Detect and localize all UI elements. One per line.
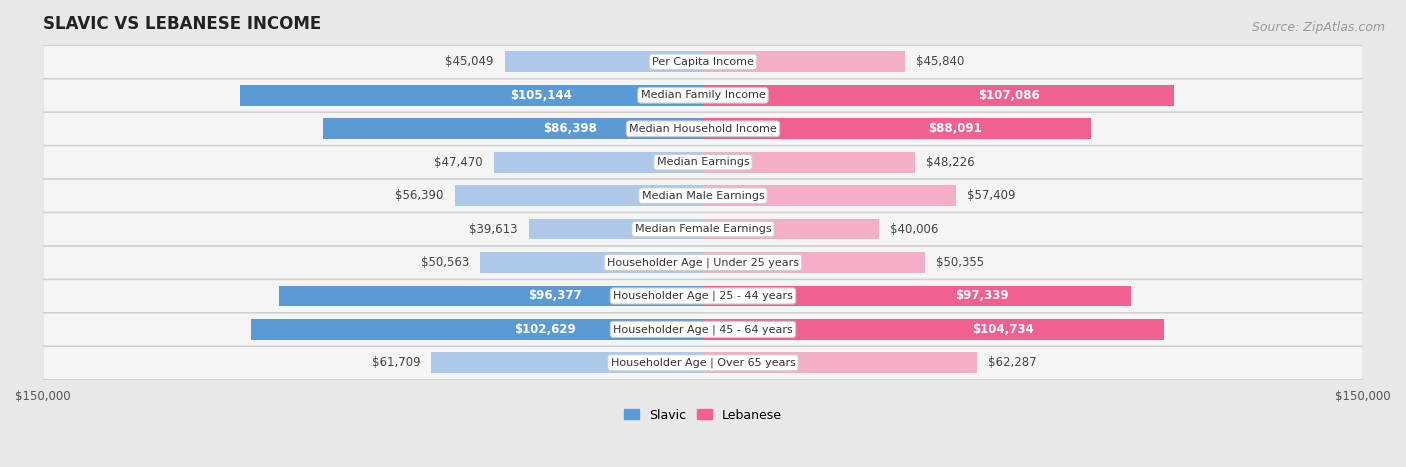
FancyBboxPatch shape — [42, 146, 1364, 179]
Bar — [323, 118, 703, 139]
Bar — [240, 85, 703, 106]
Text: $47,470: $47,470 — [434, 156, 484, 169]
Text: $97,339: $97,339 — [955, 290, 1008, 303]
Bar — [703, 118, 1091, 139]
Text: Source: ZipAtlas.com: Source: ZipAtlas.com — [1251, 21, 1385, 34]
Text: $50,355: $50,355 — [935, 256, 984, 269]
Text: $48,226: $48,226 — [927, 156, 974, 169]
Bar — [703, 319, 1164, 340]
Bar — [703, 152, 915, 172]
FancyBboxPatch shape — [42, 179, 1364, 212]
Bar — [481, 252, 703, 273]
Text: Median Family Income: Median Family Income — [641, 90, 765, 100]
Bar — [252, 319, 703, 340]
Text: $104,734: $104,734 — [972, 323, 1033, 336]
Bar — [432, 353, 703, 373]
Bar — [703, 51, 904, 72]
Bar — [494, 152, 703, 172]
FancyBboxPatch shape — [42, 280, 1364, 312]
Bar — [703, 286, 1132, 306]
Bar — [529, 219, 703, 240]
Text: Householder Age | Over 65 years: Householder Age | Over 65 years — [610, 358, 796, 368]
Text: Median Female Earnings: Median Female Earnings — [634, 224, 772, 234]
Text: $62,287: $62,287 — [988, 356, 1036, 369]
FancyBboxPatch shape — [42, 79, 1364, 112]
Text: $45,840: $45,840 — [915, 56, 965, 68]
Text: Median Household Income: Median Household Income — [628, 124, 778, 134]
Text: $86,398: $86,398 — [543, 122, 596, 135]
Text: $40,006: $40,006 — [890, 223, 938, 235]
Text: Householder Age | Under 25 years: Householder Age | Under 25 years — [607, 257, 799, 268]
FancyBboxPatch shape — [42, 45, 1364, 78]
FancyBboxPatch shape — [42, 347, 1364, 380]
Text: $56,390: $56,390 — [395, 189, 444, 202]
Text: $107,086: $107,086 — [979, 89, 1040, 102]
Text: $96,377: $96,377 — [527, 290, 581, 303]
FancyBboxPatch shape — [42, 213, 1364, 246]
Text: Per Capita Income: Per Capita Income — [652, 57, 754, 67]
Text: SLAVIC VS LEBANESE INCOME: SLAVIC VS LEBANESE INCOME — [42, 15, 321, 33]
Text: $88,091: $88,091 — [928, 122, 981, 135]
Bar — [703, 185, 956, 206]
Bar — [703, 353, 977, 373]
Text: Median Male Earnings: Median Male Earnings — [641, 191, 765, 201]
FancyBboxPatch shape — [42, 113, 1364, 145]
Text: $50,563: $50,563 — [422, 256, 470, 269]
Text: $39,613: $39,613 — [470, 223, 517, 235]
Text: Median Earnings: Median Earnings — [657, 157, 749, 167]
Bar — [703, 252, 925, 273]
Bar — [703, 85, 1174, 106]
Text: $102,629: $102,629 — [515, 323, 576, 336]
Text: Householder Age | 25 - 44 years: Householder Age | 25 - 44 years — [613, 290, 793, 301]
FancyBboxPatch shape — [42, 313, 1364, 346]
Text: $45,049: $45,049 — [446, 56, 494, 68]
Bar — [505, 51, 703, 72]
Bar — [454, 185, 703, 206]
Text: $105,144: $105,144 — [510, 89, 572, 102]
Text: $57,409: $57,409 — [967, 189, 1015, 202]
Legend: Slavic, Lebanese: Slavic, Lebanese — [620, 403, 786, 426]
Bar — [703, 219, 879, 240]
FancyBboxPatch shape — [42, 246, 1364, 279]
Text: $61,709: $61,709 — [371, 356, 420, 369]
Text: Householder Age | 45 - 64 years: Householder Age | 45 - 64 years — [613, 324, 793, 335]
Bar — [278, 286, 703, 306]
